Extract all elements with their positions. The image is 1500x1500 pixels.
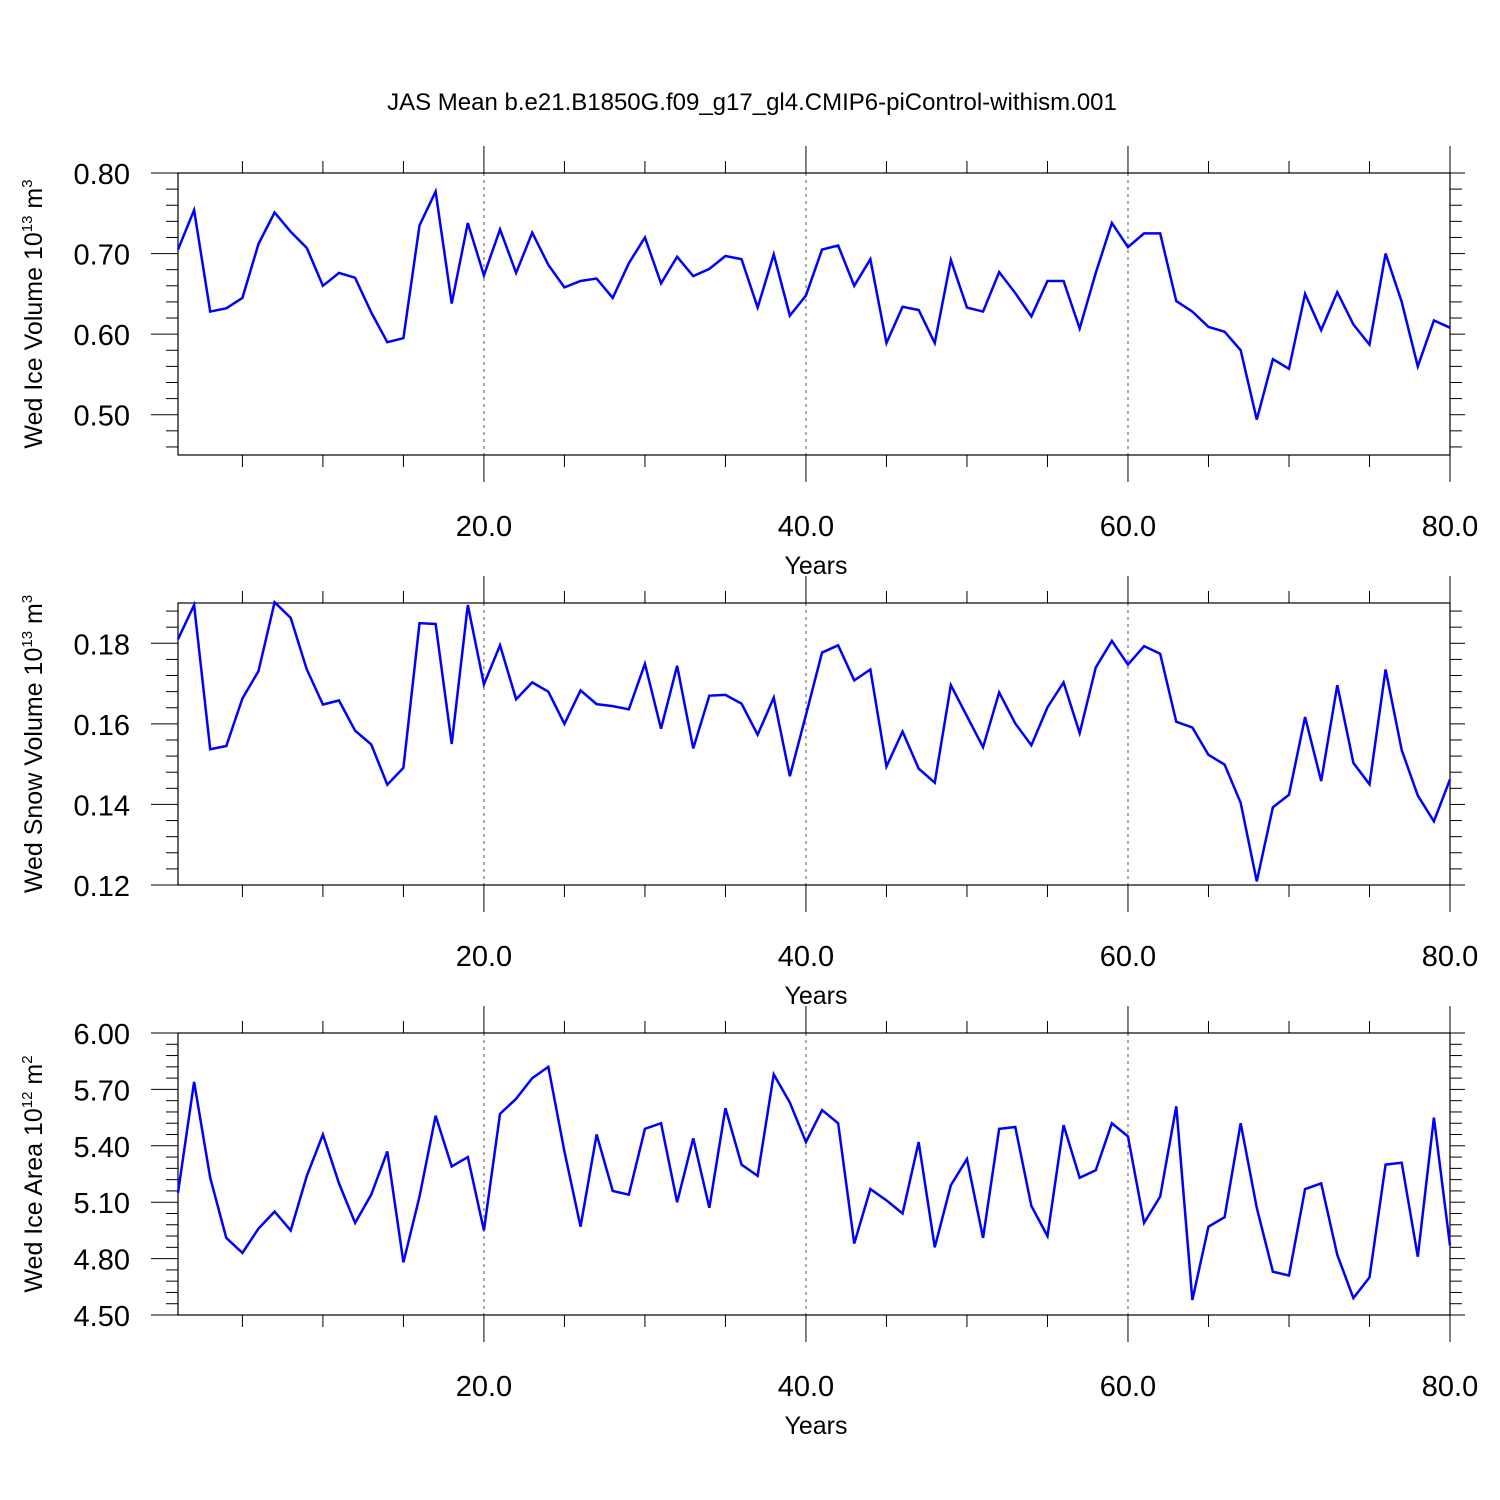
x-tick-label: 40.0	[778, 1371, 834, 1403]
chart-title: JAS Mean b.e21.B1850G.f09_g17_gl4.CMIP6-…	[387, 89, 1117, 116]
y-tick-label: 0.80	[74, 159, 130, 191]
y-label-part: Wed Ice Volume 10	[20, 232, 48, 448]
chart-panel-1: 20.0 40.0 60.0 80.0 0.50 0.60 0.70 0.80 Years Wed…	[19, 146, 1478, 580]
x-tick-label: 60.0	[1100, 511, 1156, 543]
y-axis-label: Wed Ice Volume 1013 m3	[19, 179, 48, 448]
y-label-part: 3	[19, 595, 36, 603]
plot-frame	[177, 1032, 1451, 1316]
y-label-part: m	[20, 188, 48, 216]
y-label-part: 3	[19, 179, 36, 187]
y-tick-label: 4.50	[74, 1301, 130, 1333]
x-tick-label: 40.0	[778, 941, 834, 973]
y-tick-label: 6.00	[74, 1019, 130, 1051]
x-tick-label: 60.0	[1100, 941, 1156, 973]
x-tick-label: 20.0	[456, 1371, 512, 1403]
series-line	[176, 1064, 1452, 1301]
chart-panel-2: 20.0 40.0 60.0 80.0 0.12 0.14 0.16 0.18 Years Wed…	[19, 576, 1478, 1010]
x-axis-label: Years	[784, 552, 847, 580]
y-axis-label: Wed Ice Area 1012 m2	[19, 1055, 48, 1292]
y-tick-label: 0.70	[74, 240, 130, 272]
y-label-part: Wed Snow Volume 10	[20, 648, 48, 894]
y-tick-label: 4.80	[74, 1245, 130, 1277]
y-label-part: 12	[19, 1092, 36, 1109]
x-tick-label: 80.0	[1422, 1371, 1478, 1403]
y-tick-label: 0.18	[74, 629, 130, 661]
x-tick-label: 60.0	[1100, 1371, 1156, 1403]
y-label-part: m	[20, 1064, 48, 1092]
y-tick-label: 5.70	[74, 1075, 130, 1107]
y-label-part: 13	[19, 631, 36, 648]
y-tick-label: 5.10	[74, 1188, 130, 1220]
y-tick-label: 0.16	[74, 710, 130, 742]
y-label-part: 13	[19, 216, 36, 233]
x-tick-label: 80.0	[1422, 511, 1478, 543]
y-tick-label: 5.40	[74, 1132, 130, 1164]
chart-panel-3: 20.0 40.0 60.0 80.0 4.50 4.80 5.10 5.40 5.70 6.00…	[19, 1006, 1478, 1440]
x-tick-label: 40.0	[778, 511, 834, 543]
plot-frame	[177, 602, 1451, 886]
y-label-part: 2	[19, 1055, 36, 1063]
x-axis-label: Years	[784, 1412, 847, 1440]
x-tick-label: 20.0	[456, 511, 512, 543]
y-tick-label: 0.14	[74, 790, 130, 822]
x-tick-label: 80.0	[1422, 941, 1478, 973]
y-label-part: Wed Ice Area 10	[20, 1108, 48, 1292]
y-tick-label: 0.60	[74, 320, 130, 352]
plot-frame	[177, 172, 1451, 456]
y-tick-label: 0.12	[74, 871, 130, 903]
series-line	[176, 599, 1452, 882]
series-line	[176, 187, 1451, 420]
y-label-part: m	[20, 603, 48, 631]
x-tick-label: 20.0	[456, 941, 512, 973]
y-tick-label: 0.50	[74, 401, 130, 433]
y-axis-label: Wed Snow Volume 1013 m3	[19, 595, 48, 893]
x-axis-label: Years	[784, 982, 847, 1010]
